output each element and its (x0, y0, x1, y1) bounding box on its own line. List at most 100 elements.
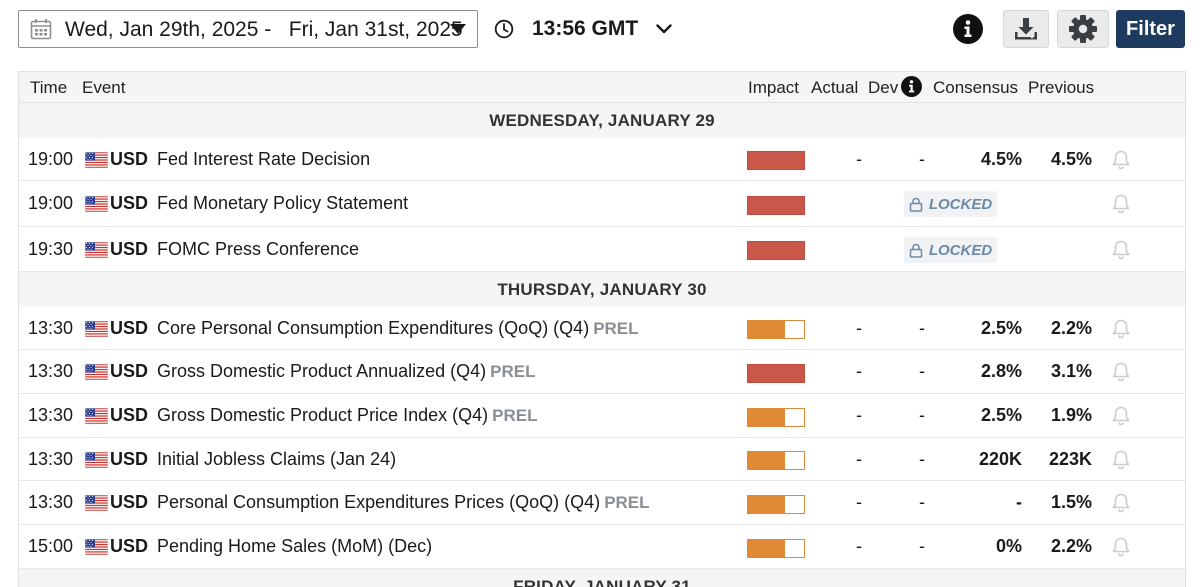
event-consensus: - (1016, 492, 1022, 512)
bell-icon[interactable] (1110, 536, 1132, 558)
table-row[interactable]: 13:30 USD Initial Jobless Claims (Jan 24) -… (19, 438, 1185, 481)
bell-icon[interactable] (1110, 405, 1132, 427)
bell-icon[interactable] (1110, 239, 1132, 261)
event-currency: USD (110, 193, 149, 213)
event-actual: - (856, 318, 862, 338)
lock-icon (909, 197, 929, 212)
event-time: 13:30 (28, 449, 74, 469)
bell-icon[interactable] (1110, 492, 1132, 514)
bell-icon[interactable] (1110, 193, 1132, 215)
event-name[interactable]: FOMC Press Conference (157, 239, 360, 259)
impact-indicator (747, 320, 805, 339)
bell-icon[interactable] (1110, 149, 1132, 171)
locked-badge[interactable]: LOCKED (904, 191, 997, 217)
event-actual: - (856, 149, 862, 169)
event-time: 19:00 (28, 149, 74, 169)
table-row[interactable]: 15:00 USD Pending Home Sales (MoM) (Dec) - -… (19, 525, 1185, 569)
locked-badge[interactable]: LOCKED (904, 237, 997, 263)
event-name[interactable]: Gross Domestic Product Annualized (Q4) (157, 361, 487, 381)
day-label: FRIDAY, JANUARY 31 (513, 577, 691, 587)
timezone-selector[interactable]: 13:56 GMT (494, 12, 672, 46)
event-name[interactable]: Fed Monetary Policy Statement (157, 193, 409, 213)
prel-badge: PREL (604, 493, 650, 512)
event-currency: USD (110, 239, 149, 259)
event-consensus: 2.5% (980, 405, 1022, 425)
event-currency: USD (110, 536, 149, 556)
event-name-cell: Pending Home Sales (MoM) (Dec) (157, 536, 432, 557)
event-name[interactable]: Gross Domestic Product Price Index (Q4) (157, 405, 489, 425)
event-name[interactable]: Core Personal Consumption Expenditures (… (157, 318, 590, 338)
filter-button[interactable]: Filter (1116, 10, 1185, 48)
toolbar: Wed, Jan 29th, 2025 - Fri, Jan 31st, 202… (0, 0, 1200, 60)
us-flag-icon (84, 151, 109, 171)
event-dev: - (919, 318, 925, 338)
bell-icon[interactable] (1110, 449, 1132, 471)
bell-icon[interactable] (1110, 318, 1132, 340)
impact-indicator (747, 241, 805, 260)
event-previous: 1.5% (1050, 492, 1092, 512)
download-icon (1015, 18, 1037, 40)
table-row[interactable]: 19:30 USD FOMC Press Conference LOCKED (19, 227, 1185, 272)
us-flag-icon (84, 407, 109, 427)
impact-indicator (747, 408, 805, 427)
event-name-cell: FOMC Press Conference (157, 239, 359, 260)
event-consensus: 0% (995, 536, 1022, 556)
date-range-picker[interactable]: Wed, Jan 29th, 2025 - Fri, Jan 31st, 202… (18, 10, 478, 48)
event-name[interactable]: Pending Home Sales (MoM) (Dec) (157, 536, 433, 556)
us-flag-icon (84, 538, 109, 558)
settings-button[interactable] (1057, 10, 1109, 48)
us-flag-icon (84, 320, 109, 340)
table-row[interactable]: 13:30 USD Gross Domestic Product Price Ind… (19, 394, 1185, 438)
impact-indicator (747, 539, 805, 558)
day-header: FRIDAY, JANUARY 31 (19, 569, 1185, 587)
clock-icon (494, 19, 514, 39)
event-dev: - (919, 449, 925, 469)
event-name[interactable]: Personal Consumption Expenditures Prices… (157, 492, 601, 512)
col-consensus: Consensus (933, 78, 1019, 97)
col-time: Time (30, 78, 68, 97)
impact-indicator (747, 364, 805, 383)
event-name-cell: Gross Domestic Product Annualized (Q4) PR… (157, 361, 535, 382)
event-consensus: 4.5% (980, 149, 1022, 169)
event-consensus: 220K (978, 449, 1022, 469)
download-button[interactable] (1003, 10, 1049, 48)
event-actual: - (856, 405, 862, 425)
event-dev: - (919, 536, 925, 556)
info-icon[interactable] (953, 14, 983, 44)
table-row[interactable]: 13:30 USD Gross Domestic Product Annualize… (19, 350, 1185, 394)
event-name-cell: Core Personal Consumption Expenditures (… (157, 318, 639, 339)
event-name[interactable]: Fed Interest Rate Decision (157, 149, 371, 169)
table-row[interactable]: 19:00 USD Fed Monetary Policy Statement LOC… (19, 181, 1185, 227)
impact-indicator (747, 151, 805, 170)
us-flag-icon (84, 451, 109, 471)
bell-icon[interactable] (1110, 361, 1132, 383)
event-dev: - (919, 405, 925, 425)
event-name-cell: Fed Interest Rate Decision (157, 149, 370, 170)
current-time: 13:56 GMT (532, 17, 639, 40)
event-previous: 2.2% (1050, 318, 1092, 338)
col-previous: Previous (1028, 78, 1095, 97)
table-row[interactable]: 13:30 USD Personal Consumption Expenditure… (19, 481, 1185, 525)
event-currency: USD (110, 361, 149, 381)
table-row[interactable]: 13:30 USD Core Personal Consumption Expend… (19, 307, 1185, 350)
us-flag-icon (84, 494, 109, 514)
event-actual: - (856, 361, 862, 381)
event-time: 19:00 (28, 193, 74, 213)
gear-icon (1069, 15, 1097, 43)
event-time: 13:30 (28, 361, 74, 381)
dev-info-icon[interactable] (901, 76, 922, 97)
event-time: 13:30 (28, 492, 74, 512)
table-row[interactable]: 19:00 USD Fed Interest Rate Decision - - 4.5%… (19, 138, 1185, 181)
event-previous: 1.9% (1050, 405, 1092, 425)
event-actual: - (856, 492, 862, 512)
event-name-cell: Initial Jobless Claims (Jan 24) (157, 449, 396, 470)
col-event: Event (82, 78, 126, 97)
event-dev: - (919, 149, 925, 169)
impact-indicator (747, 495, 805, 514)
calendar-icon (30, 19, 52, 40)
event-name[interactable]: Initial Jobless Claims (Jan 24) (157, 449, 397, 469)
event-currency: USD (110, 492, 149, 512)
event-dev: - (919, 361, 925, 381)
locked-label: LOCKED (928, 195, 993, 213)
event-name-cell: Fed Monetary Policy Statement (157, 193, 408, 214)
